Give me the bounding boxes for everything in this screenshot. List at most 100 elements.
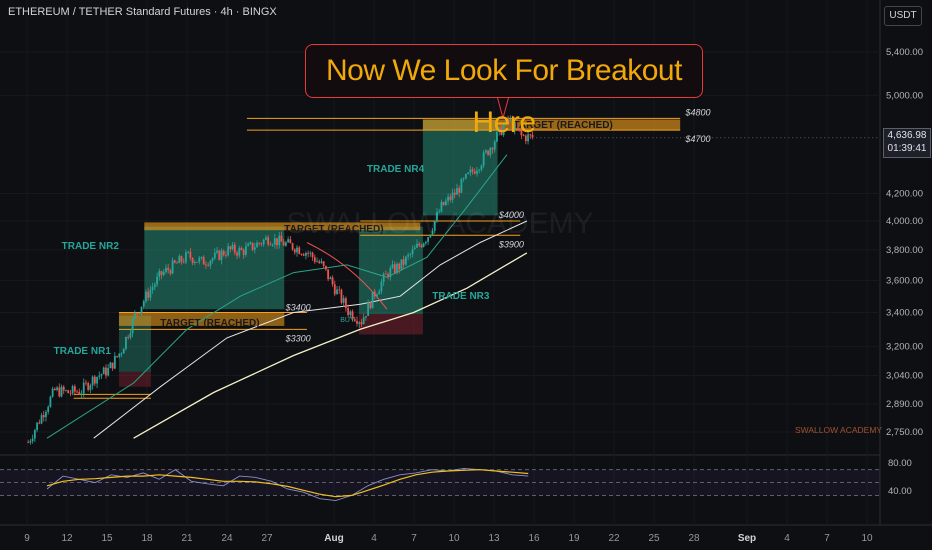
candle-body bbox=[220, 250, 223, 260]
candle-body bbox=[142, 301, 145, 307]
candle-body bbox=[424, 241, 427, 244]
candle-body bbox=[87, 383, 90, 390]
candle-body bbox=[269, 244, 272, 246]
y-tick-label: 3,800.00 bbox=[886, 245, 923, 256]
candle-body bbox=[318, 261, 321, 263]
candle-body bbox=[160, 271, 163, 275]
candle-body bbox=[38, 422, 41, 424]
candle-body bbox=[162, 271, 165, 275]
candle-body bbox=[51, 388, 54, 397]
callout-pointer bbox=[496, 95, 510, 120]
candle-body bbox=[453, 192, 456, 195]
candle-body bbox=[140, 306, 143, 314]
y-tick-label: 3,200.00 bbox=[886, 342, 923, 353]
candle-body bbox=[105, 367, 107, 376]
candle-body bbox=[347, 308, 350, 315]
candle-body bbox=[296, 247, 298, 253]
candle-body bbox=[198, 257, 201, 262]
candle-body bbox=[411, 249, 414, 255]
candle-body bbox=[302, 254, 305, 256]
candle-body bbox=[376, 294, 378, 297]
candle-body bbox=[342, 298, 345, 303]
candle-body bbox=[509, 118, 512, 120]
x-tick-label: 22 bbox=[608, 533, 620, 544]
trade4-label: TRADE NR4 bbox=[367, 164, 425, 175]
candle-body bbox=[396, 263, 398, 273]
candle-body bbox=[118, 353, 121, 357]
candle-body bbox=[33, 430, 36, 439]
candle-body bbox=[320, 261, 323, 263]
candle-body bbox=[491, 148, 494, 150]
candle-body bbox=[111, 362, 114, 369]
candle-body bbox=[136, 313, 138, 314]
candle-body bbox=[213, 252, 216, 259]
candle-body bbox=[429, 234, 432, 238]
candle-body bbox=[169, 270, 172, 274]
candle-body bbox=[373, 291, 376, 297]
candle-body bbox=[378, 291, 381, 295]
candle-body bbox=[278, 235, 281, 246]
candle-body bbox=[71, 386, 74, 394]
candle-body bbox=[240, 248, 243, 251]
candle-body bbox=[273, 238, 276, 245]
candle-body bbox=[78, 391, 81, 395]
candle-body bbox=[367, 302, 370, 316]
candle-body bbox=[225, 255, 227, 256]
candle-body bbox=[482, 152, 485, 166]
x-tick-label: 10 bbox=[448, 533, 460, 544]
candle-body bbox=[516, 122, 518, 129]
candle-body bbox=[191, 257, 194, 264]
ma-short-line bbox=[46, 154, 508, 439]
candle-body bbox=[353, 319, 356, 321]
candle-body bbox=[473, 171, 476, 174]
candle-body bbox=[209, 260, 212, 266]
candle-body bbox=[247, 243, 250, 247]
candle-body bbox=[364, 315, 367, 318]
candle-body bbox=[322, 261, 325, 266]
currency-button[interactable]: USDT bbox=[884, 6, 922, 26]
candle-body bbox=[422, 243, 425, 247]
candle-body bbox=[520, 130, 523, 136]
trade2-label: TRADE NR2 bbox=[62, 241, 120, 252]
candle-body bbox=[447, 196, 449, 201]
candle-body bbox=[238, 248, 241, 256]
candle-body bbox=[280, 235, 283, 242]
candle-body bbox=[156, 276, 158, 285]
candle-body bbox=[524, 135, 527, 142]
trade1-label: TRADE NR1 bbox=[54, 346, 112, 357]
candle-body bbox=[56, 387, 58, 390]
candle-body bbox=[53, 388, 56, 390]
candle-body bbox=[400, 259, 403, 270]
trade1-target-band bbox=[118, 312, 285, 326]
rsi-tick-label: 40.00 bbox=[888, 486, 912, 497]
candle-body bbox=[182, 261, 185, 263]
candle-body bbox=[122, 348, 125, 354]
candle-body bbox=[207, 264, 210, 266]
candle-body bbox=[522, 135, 525, 137]
candle-body bbox=[47, 406, 50, 413]
candle-body bbox=[100, 374, 103, 376]
trade4-reward-zone bbox=[422, 119, 498, 216]
trade2-target-label: TARGET (REACHED) bbox=[284, 224, 383, 235]
candle-body bbox=[420, 245, 423, 247]
y-tick-label: 4,000.00 bbox=[886, 216, 923, 227]
candle-body bbox=[229, 246, 232, 250]
candle-body bbox=[351, 311, 354, 320]
y-tick-label: 3,040.00 bbox=[886, 371, 923, 382]
candle-body bbox=[464, 174, 467, 179]
candle-body bbox=[329, 277, 332, 280]
candle-body bbox=[147, 291, 150, 298]
y-tick-label: 3,600.00 bbox=[886, 275, 923, 286]
x-tick-label: 18 bbox=[141, 533, 153, 544]
price-axis bbox=[880, 0, 932, 550]
symbol-title[interactable]: ETHEREUM / TETHER Standard Futures · 4h … bbox=[8, 6, 277, 18]
candle-body bbox=[471, 169, 474, 172]
candle-body bbox=[227, 246, 230, 256]
candle-body bbox=[427, 237, 429, 242]
candle-body bbox=[151, 287, 154, 290]
x-tick-label: 19 bbox=[568, 533, 580, 544]
x-tick-label: 25 bbox=[648, 533, 660, 544]
candle-body bbox=[393, 264, 396, 273]
trade3-risk-zone bbox=[358, 314, 423, 335]
candle-body bbox=[96, 376, 98, 384]
